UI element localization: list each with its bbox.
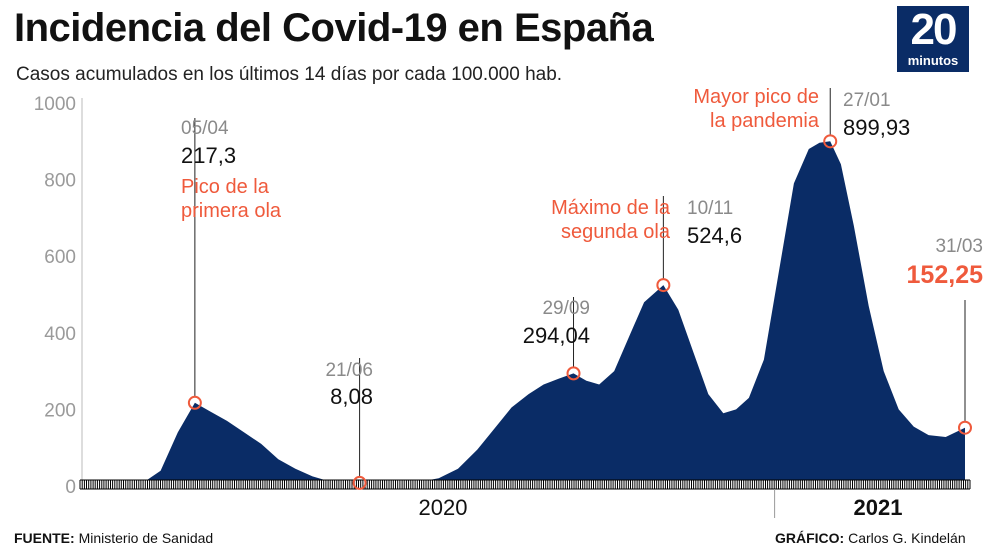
annotation-date: 27/01 (843, 90, 891, 111)
annotation-date: 10/11 (687, 198, 733, 219)
y-tick-label: 200 (44, 400, 76, 421)
day-ticks (79, 480, 971, 489)
credit-note: GRÁFICO: Carlos G. Kindelán (775, 530, 966, 546)
logo-word: minutos (907, 53, 959, 68)
credit-label: GRÁFICO: (775, 530, 845, 546)
annotation-note: la pandemia (710, 110, 820, 132)
chart-title: Incidencia del Covid-19 en España (14, 6, 654, 50)
year-label-2021: 2021 (854, 495, 903, 520)
annotation-note: Pico de la (181, 176, 270, 198)
credit-value: Carlos G. Kindelán (848, 530, 966, 546)
annotation-value: 152,25 (907, 261, 984, 289)
source-note: FUENTE: Ministerio de Sanidad (14, 530, 213, 546)
annotation-value: 899,93 (843, 115, 910, 140)
y-tick-label: 400 (44, 324, 76, 345)
logo-number: 20 (910, 5, 958, 54)
chart-subtitle: Casos acumulados en los últimos 14 días … (16, 64, 563, 85)
source-label: FUENTE: (14, 530, 75, 546)
annotation-note: segunda ola (561, 221, 671, 243)
annotation-note: primera ola (181, 200, 282, 222)
annotation-date: 31/03 (935, 236, 983, 257)
annotation-date: 21/06 (325, 360, 373, 381)
y-tick-label: 0 (65, 477, 76, 498)
annotation-marker (656, 278, 671, 293)
y-tick-label: 1000 (34, 94, 76, 115)
brand-logo: 20 minutos (897, 6, 969, 72)
annotation-value: 217,3 (181, 143, 236, 168)
annotation-note: Mayor pico de (693, 86, 819, 108)
incidence-area (120, 141, 965, 487)
annotation-note: Máximo de la (551, 197, 671, 219)
date-strip-bg (80, 480, 970, 489)
annotation-marker (566, 366, 581, 381)
annotation-marker (958, 420, 972, 435)
source-value: Ministerio de Sanidad (78, 530, 214, 546)
annotation-marker (352, 475, 367, 490)
annotation-marker (823, 134, 838, 149)
y-tick-label: 800 (44, 171, 76, 192)
year-label-2020: 2020 (419, 495, 468, 520)
annotation-date: 05/04 (181, 118, 229, 139)
annotation-value: 8,08 (330, 384, 373, 409)
annotation-value: 524,6 (687, 223, 742, 248)
annotation-marker (187, 395, 202, 410)
y-tick-label: 600 (44, 247, 76, 268)
annotation-value: 294,04 (523, 323, 590, 348)
annotation-date: 29/09 (542, 298, 590, 319)
